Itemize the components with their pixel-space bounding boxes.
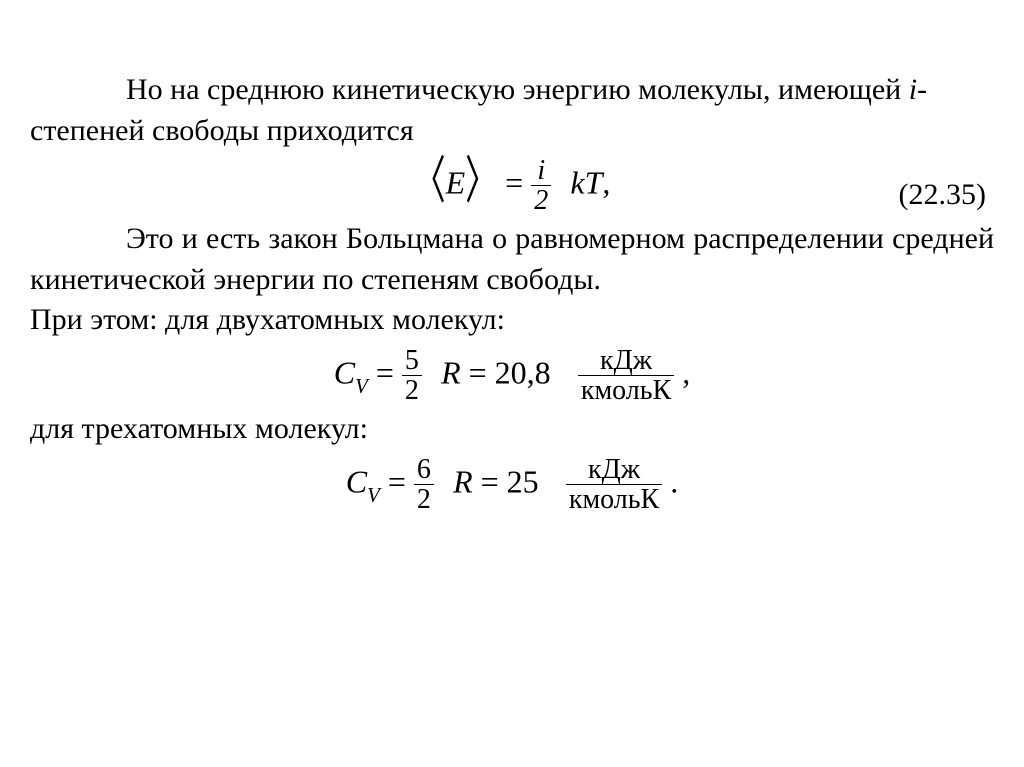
var-E: E [446, 165, 466, 201]
paragraph-4: для трехатомных молекул: [30, 409, 994, 450]
eq1-expr: 〈E〉 = i 2 kT, [414, 157, 611, 215]
tail: . [670, 463, 678, 499]
numerator: 5 [402, 347, 422, 376]
unit-fraction: кДж кмольК [566, 456, 662, 514]
angle-close: 〉 [465, 147, 497, 216]
var-C: C [346, 463, 367, 499]
numerator: 6 [414, 456, 434, 485]
var-R: R [441, 354, 461, 390]
equals: = [469, 354, 495, 390]
equals: = [505, 165, 531, 201]
var-i: i [909, 73, 917, 106]
unit-numerator: кДж [578, 347, 674, 376]
unit-fraction: кДж кмольК [578, 347, 674, 405]
fraction: 5 2 [402, 347, 422, 405]
equation-3: CV = 6 2 R = 25 кДж кмольК . [30, 456, 994, 514]
equation-2: CV = 5 2 R = 20,8 кДж кмольК , [30, 347, 994, 405]
unit-denominator: кмольК [578, 376, 674, 405]
value: 25 [507, 463, 539, 499]
paragraph-3: При этом: для двухатомных молекул: [30, 300, 994, 341]
var-C: C [334, 354, 355, 390]
denominator: 2 [531, 186, 551, 215]
denominator: 2 [414, 485, 434, 514]
eq3-expr: CV = 6 2 R = 25 кДж кмольК . [346, 456, 678, 514]
var-R: R [453, 463, 473, 499]
denominator: 2 [402, 376, 422, 405]
equals: = [388, 463, 414, 499]
document-page: Но на среднюю кинетическую энергию молек… [0, 0, 1024, 548]
subscript-V: V [367, 484, 380, 507]
numerator: i [531, 157, 551, 186]
paragraph-1: Но на среднюю кинетическую энергию молек… [30, 70, 994, 151]
subscript-V: V [355, 375, 368, 398]
unit-denominator: кмольК [566, 485, 662, 514]
equals: = [481, 463, 507, 499]
tail: , [682, 354, 690, 390]
angle-open: 〈 [414, 147, 446, 216]
text: Но на среднюю кинетическую энергию молек… [126, 73, 909, 106]
fraction: 6 2 [414, 456, 434, 514]
comma: , [602, 165, 610, 201]
kT: kT [570, 165, 602, 201]
eq2-expr: CV = 5 2 R = 20,8 кДж кмольК , [334, 347, 690, 405]
value: 20,8 [495, 354, 551, 390]
equation-number: (22.35) [899, 175, 986, 216]
unit-numerator: кДж [566, 456, 662, 485]
paragraph-2: Это и есть закон Больцмана о равномерном… [30, 219, 994, 300]
equation-1: 〈E〉 = i 2 kT, (22.35) [30, 157, 994, 215]
fraction: i 2 [531, 157, 551, 215]
equals: = [376, 354, 402, 390]
